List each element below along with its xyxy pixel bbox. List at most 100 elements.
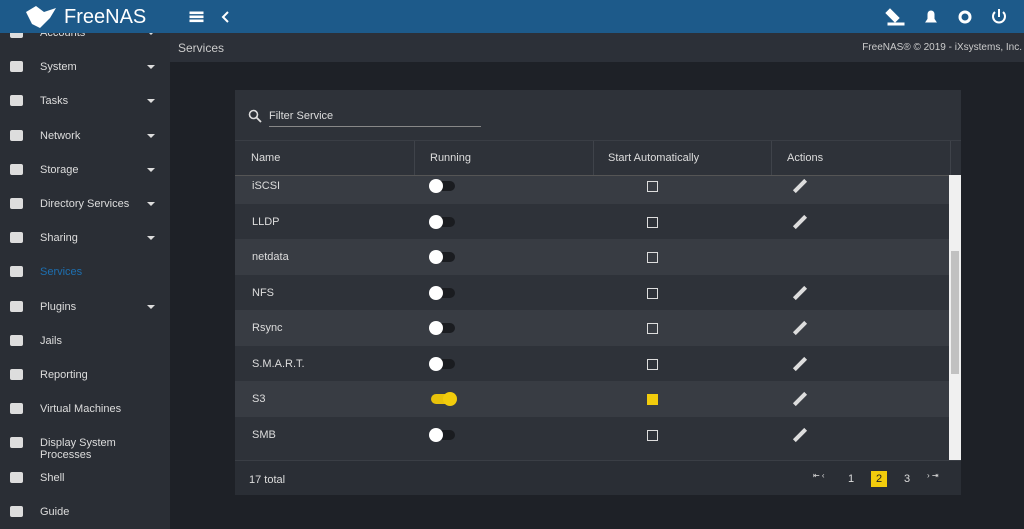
edit-button[interactable]	[792, 285, 808, 300]
running-toggle[interactable]	[429, 250, 455, 264]
toggle-knob	[429, 321, 443, 335]
start-auto-checkbox[interactable]	[647, 216, 658, 228]
submenu-arrow	[147, 304, 155, 313]
service-name: NFS	[252, 286, 274, 299]
nav-label: Directory Services	[40, 198, 130, 210]
edit-button[interactable]	[792, 214, 808, 229]
submenu-arrow	[147, 65, 155, 73]
nav-icon	[10, 198, 23, 209]
service-name: LLDP	[252, 215, 280, 228]
nav-icon	[10, 403, 23, 415]
nav-icon	[10, 61, 23, 73]
service-row: SMB	[235, 416, 949, 452]
nav-icon	[10, 471, 23, 483]
nav-icon	[10, 437, 23, 449]
page-button[interactable]: 2	[871, 471, 887, 487]
nav-item[interactable]: Plugins	[0, 290, 170, 324]
nav-icon	[10, 266, 23, 278]
search-icon	[248, 109, 262, 123]
start-auto-checkbox[interactable]	[647, 181, 658, 192]
nav-label: Jails	[40, 334, 63, 347]
nav-item[interactable]: Tasks	[0, 84, 170, 118]
running-toggle[interactable]	[429, 321, 455, 335]
column-divider	[771, 141, 772, 176]
nav-icon	[10, 163, 23, 175]
nav-icon	[10, 334, 23, 346]
nav-label: Guide	[40, 505, 70, 518]
page-button[interactable]: 3	[903, 473, 911, 485]
nav-label: Display System Processes	[40, 437, 116, 462]
filter-placeholder: Filter Service	[269, 110, 334, 122]
nav-icon	[10, 300, 23, 312]
start-auto-checkbox[interactable]	[647, 358, 658, 370]
nav-item[interactable]: Display System Processes	[0, 426, 170, 462]
service-name: iSCSI	[252, 180, 281, 192]
page-button[interactable]: 1	[847, 473, 855, 485]
running-toggle[interactable]	[429, 179, 455, 193]
service-name: S.M.A.R.T.	[252, 357, 305, 370]
service-name: netdata	[252, 251, 289, 263]
first-prev[interactable]: ⇤ ‹	[813, 471, 825, 480]
nav-icon	[10, 95, 23, 107]
edit-button[interactable]	[792, 391, 808, 407]
running-toggle[interactable]	[431, 392, 457, 406]
start-auto-checkbox[interactable]	[647, 394, 658, 405]
edit-button[interactable]	[792, 320, 808, 336]
toggle-knob	[429, 250, 443, 264]
filter-input[interactable]: Filter Service	[269, 110, 481, 127]
next-last[interactable]: › ⇥	[927, 471, 939, 480]
service-row: iSCSI	[235, 176, 949, 204]
nav-icon	[10, 232, 23, 244]
nav-icon	[10, 33, 23, 38]
running-toggle[interactable]	[429, 356, 455, 371]
nav-label: Network	[40, 129, 81, 142]
nav-icon	[10, 129, 23, 141]
running-toggle[interactable]	[429, 214, 455, 229]
nav-label: Tasks	[40, 95, 69, 108]
nav-item[interactable]: Services	[0, 255, 170, 289]
service-name: S3	[252, 393, 266, 405]
start-auto-checkbox[interactable]	[647, 323, 658, 334]
nav-item[interactable]: Accounts	[0, 33, 170, 50]
nav-item[interactable]: System	[0, 50, 170, 84]
toolbar-icons	[189, 8, 1006, 26]
nav-item[interactable]: Sharing	[0, 221, 170, 255]
nav-item[interactable]: Jails	[0, 324, 170, 358]
column-divider	[414, 141, 415, 176]
nav-label: Accounts	[40, 33, 86, 39]
breadcrumb-bar: Services FreeNAS® © 2019 - iXsystems, In…	[170, 33, 1024, 62]
service-row: Rsync	[235, 310, 949, 346]
running-toggle[interactable]	[429, 427, 455, 442]
service-name: SMB	[252, 428, 276, 441]
start-auto-checkbox[interactable]	[647, 252, 658, 263]
brand: FreeNAS	[64, 6, 147, 28]
nav-icon	[10, 505, 23, 517]
start-auto-checkbox[interactable]	[647, 429, 658, 441]
toggle-knob	[429, 285, 443, 300]
nav-label: Services	[40, 266, 83, 279]
submenu-arrow	[147, 99, 155, 107]
running-toggle[interactable]	[429, 285, 455, 300]
nav-item[interactable]: Shell	[0, 461, 170, 495]
toggle-knob	[429, 427, 443, 442]
nav-item[interactable]: Storage	[0, 153, 170, 187]
submenu-arrow	[147, 33, 155, 39]
total-count: 17 total	[249, 474, 286, 486]
nav-item[interactable]: Guide	[0, 495, 170, 529]
edit-button[interactable]	[792, 356, 808, 371]
nav-item[interactable]: Virtual Machines	[0, 392, 170, 426]
edit-button[interactable]	[792, 178, 808, 194]
sidebar: Accounts System Tasks Network Storage Directo…	[0, 33, 170, 529]
nav-item[interactable]: Network	[0, 119, 170, 153]
nav-item[interactable]: Reporting	[0, 358, 170, 392]
nav-item[interactable]: Directory Services	[0, 187, 170, 221]
scrollbar[interactable]	[949, 175, 961, 460]
nav-label: System	[40, 61, 77, 74]
submenu-arrow	[147, 133, 155, 142]
start-auto-checkbox[interactable]	[647, 287, 658, 299]
nav-label: Shell	[40, 471, 65, 484]
column-header: Start Automatically	[608, 152, 700, 164]
page-title: Services	[178, 41, 225, 55]
edit-button[interactable]	[792, 427, 808, 442]
service-row: S3	[235, 381, 949, 417]
